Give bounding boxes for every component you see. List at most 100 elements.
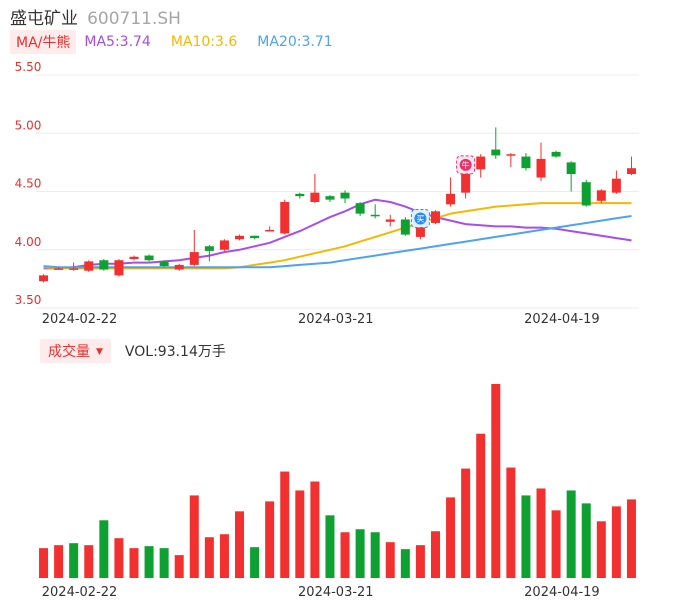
volume-indicator-dropdown[interactable]: 成交量 ▼ <box>40 339 111 363</box>
volume-bar <box>461 468 471 578</box>
volume-value: VOL:93.14万手 <box>124 344 226 360</box>
volume-bar <box>415 545 425 578</box>
volume-bar <box>611 506 621 578</box>
ma-legend: MA/牛熊 MA5:3.74 MA10:3.6 MA20:3.71 <box>10 30 353 54</box>
volume-bar <box>551 510 561 578</box>
candle-body <box>446 193 456 205</box>
candle-body <box>54 268 64 270</box>
x-axis-tick-label: 2024-03-21 <box>298 585 374 600</box>
candle-body <box>189 252 199 265</box>
volume-bar <box>370 532 380 578</box>
candle-body <box>506 154 516 156</box>
volume-bar <box>446 497 456 578</box>
volume-bar <box>506 467 516 578</box>
volume-bar <box>566 490 576 578</box>
volume-bar <box>54 545 64 578</box>
volume-bar <box>476 433 486 578</box>
candlestick-layer <box>39 127 636 283</box>
moving-average-layer <box>43 198 632 270</box>
candle-body <box>204 246 214 251</box>
ma5-label: MA5:3.74 <box>84 34 151 50</box>
volume-bar <box>340 532 350 578</box>
y-axis-tick-label: 4.50 <box>15 177 42 191</box>
volume-bar <box>325 515 335 578</box>
candle-body <box>114 260 124 276</box>
candle-body <box>84 261 94 271</box>
candle-body <box>596 190 606 201</box>
candle-body <box>159 261 169 267</box>
buy-marker-icon: 买 <box>410 208 430 228</box>
candle-body <box>461 172 471 193</box>
y-axis-tick-label: 3.50 <box>15 293 42 307</box>
volume-bar-layer <box>39 384 636 578</box>
ma10-line <box>43 202 632 270</box>
candle-body <box>370 214 380 217</box>
volume-bar <box>235 511 245 578</box>
volume-bar <box>174 555 184 578</box>
volume-legend: 成交量 ▼ VOL:93.14万手 <box>40 339 226 363</box>
candle-body <box>430 211 440 223</box>
signal-marker-layer: 买牛 <box>410 155 476 228</box>
volume-bar <box>596 521 606 578</box>
y-axis-tick-label: 5.00 <box>15 118 42 132</box>
marker-dot <box>459 158 472 171</box>
candle-body <box>99 260 109 270</box>
volume-bar <box>280 471 290 578</box>
grid-layer <box>36 74 639 309</box>
volume-bar <box>430 531 440 578</box>
candle-body <box>340 192 350 199</box>
x-axis-tick-label: 2024-02-22 <box>42 312 118 327</box>
candle-body <box>295 193 305 197</box>
x-axis-tick-label: 2024-04-19 <box>524 312 600 327</box>
volume-bar <box>84 545 94 578</box>
volume-bar <box>189 495 199 578</box>
ma10-label: MA10:3.6 <box>170 34 238 50</box>
candle-body <box>581 182 591 206</box>
volume-bar <box>521 495 531 578</box>
x-axis-tick-label: 2024-02-22 <box>42 585 118 600</box>
stock-code: 600711.SH <box>87 9 181 29</box>
candle-body <box>69 268 79 270</box>
candle-body <box>219 240 229 250</box>
volume-bar <box>144 546 154 578</box>
candle-body <box>476 156 486 170</box>
candle-body <box>536 158 546 178</box>
axis-label-layer: 5.505.004.504.003.502024-02-222024-02-22… <box>15 60 600 600</box>
candle-body <box>265 229 275 232</box>
marker-glyph: 买 <box>416 214 424 223</box>
candle-body <box>39 275 49 282</box>
volume-bar <box>219 534 229 578</box>
volume-bar <box>355 529 365 578</box>
candle-body <box>385 219 395 222</box>
ma5-line <box>43 198 632 270</box>
ma20-line <box>43 215 632 269</box>
volume-bar <box>626 499 636 578</box>
candle-body <box>280 201 290 234</box>
ma-indicator-badge[interactable]: MA/牛熊 <box>10 30 77 54</box>
bull-marker-icon: 牛 <box>456 155 476 175</box>
volume-bar <box>204 537 214 578</box>
volume-bar <box>69 543 79 578</box>
volume-bar <box>491 384 501 578</box>
volume-bar <box>385 542 395 578</box>
candle-body <box>129 256 139 260</box>
candle-body <box>566 162 576 175</box>
volume-bar <box>99 520 109 578</box>
volume-bar <box>159 548 169 578</box>
x-axis-tick-label: 2024-04-19 <box>524 585 600 600</box>
marker-dot <box>414 212 427 225</box>
candle-body <box>551 151 561 157</box>
candle-body <box>325 196 335 200</box>
volume-indicator-label: 成交量 <box>48 344 90 360</box>
candle-body <box>415 226 425 237</box>
x-axis-tick-label: 2024-03-21 <box>298 312 374 327</box>
volume-bar <box>250 547 260 578</box>
stock-header: 盛屯矿业 600711.SH <box>10 4 181 29</box>
volume-bar <box>129 548 139 578</box>
candle-body <box>400 219 410 235</box>
candle-body <box>174 264 184 270</box>
y-axis-tick-label: 5.50 <box>15 60 42 74</box>
candle-body <box>250 235 260 239</box>
candle-body <box>144 255 154 261</box>
